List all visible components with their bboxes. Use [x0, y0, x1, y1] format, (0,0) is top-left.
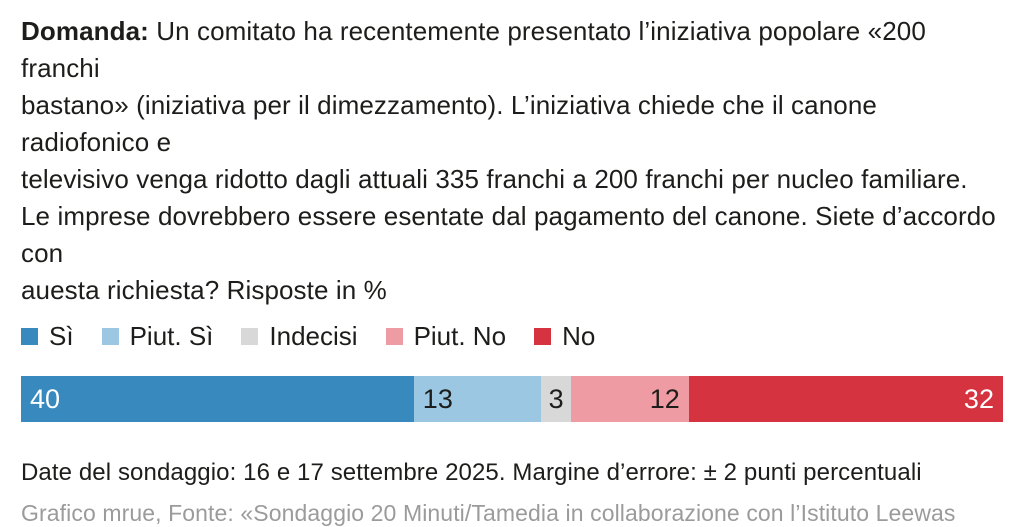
bar-segment-value: 40	[30, 383, 61, 414]
legend-item: Piut. Sì	[101, 321, 214, 352]
question-line: bastano» (iniziativa per il dimezzamento…	[21, 90, 877, 157]
legend-label: Piut. No	[413, 321, 507, 351]
question-line-text: Un comitato ha recentemente presentato l…	[21, 16, 926, 83]
bar-segment-value: 32	[963, 383, 994, 414]
bar-segment: 40	[21, 376, 414, 422]
infographic-page: Domanda: Un comitato ha recentemente pre…	[21, 13, 1003, 526]
survey-info-text: Date del sondaggio: 16 e 17 settembre 20…	[21, 459, 922, 486]
legend-label: No	[562, 321, 596, 351]
legend-label: Sì	[49, 321, 74, 351]
legend-item: No	[534, 321, 595, 352]
stacked-bar-chart: 40 13 3 12 32	[21, 376, 1003, 422]
question-text: Domanda: Un comitato ha recentemente pre…	[21, 13, 1003, 309]
bar-segment-value: 12	[649, 383, 680, 414]
legend-swatch	[21, 328, 38, 345]
legend-swatch	[101, 328, 119, 345]
bar-segment-value: 3	[548, 383, 564, 414]
question-label: Domanda:	[21, 16, 149, 46]
question-line: Le imprese dovrebbero essere esentate da…	[21, 201, 996, 268]
bar-segment: 32	[688, 376, 1003, 422]
bar-segment-value: 13	[422, 383, 453, 414]
legend-swatch	[534, 328, 552, 345]
legend-swatch	[241, 328, 259, 345]
bar-segment: 3	[541, 376, 571, 422]
question-line: auesta richiesta? Risposte in %	[21, 275, 387, 305]
legend-swatch	[385, 328, 403, 345]
legend-item: Piut. No	[385, 321, 507, 352]
legend-label: Indecisi	[269, 321, 358, 351]
bar-segment: 12	[570, 376, 689, 422]
chart-legend: Sì Piut. Sì Indecisi Piut. No No	[21, 321, 1003, 352]
bar-segment: 13	[413, 376, 542, 422]
legend-item: Indecisi	[241, 321, 358, 352]
legend-label: Piut. Sì	[129, 321, 214, 351]
question-line: Domanda: Un comitato ha recentemente pre…	[21, 13, 1003, 87]
source-attribution-text: Grafico mrue, Fonte: «Sondaggio 20 Minut…	[21, 500, 956, 526]
question-line: televisivo venga ridotto dagli attuali 3…	[21, 164, 968, 194]
legend-item: Sì	[21, 321, 74, 352]
